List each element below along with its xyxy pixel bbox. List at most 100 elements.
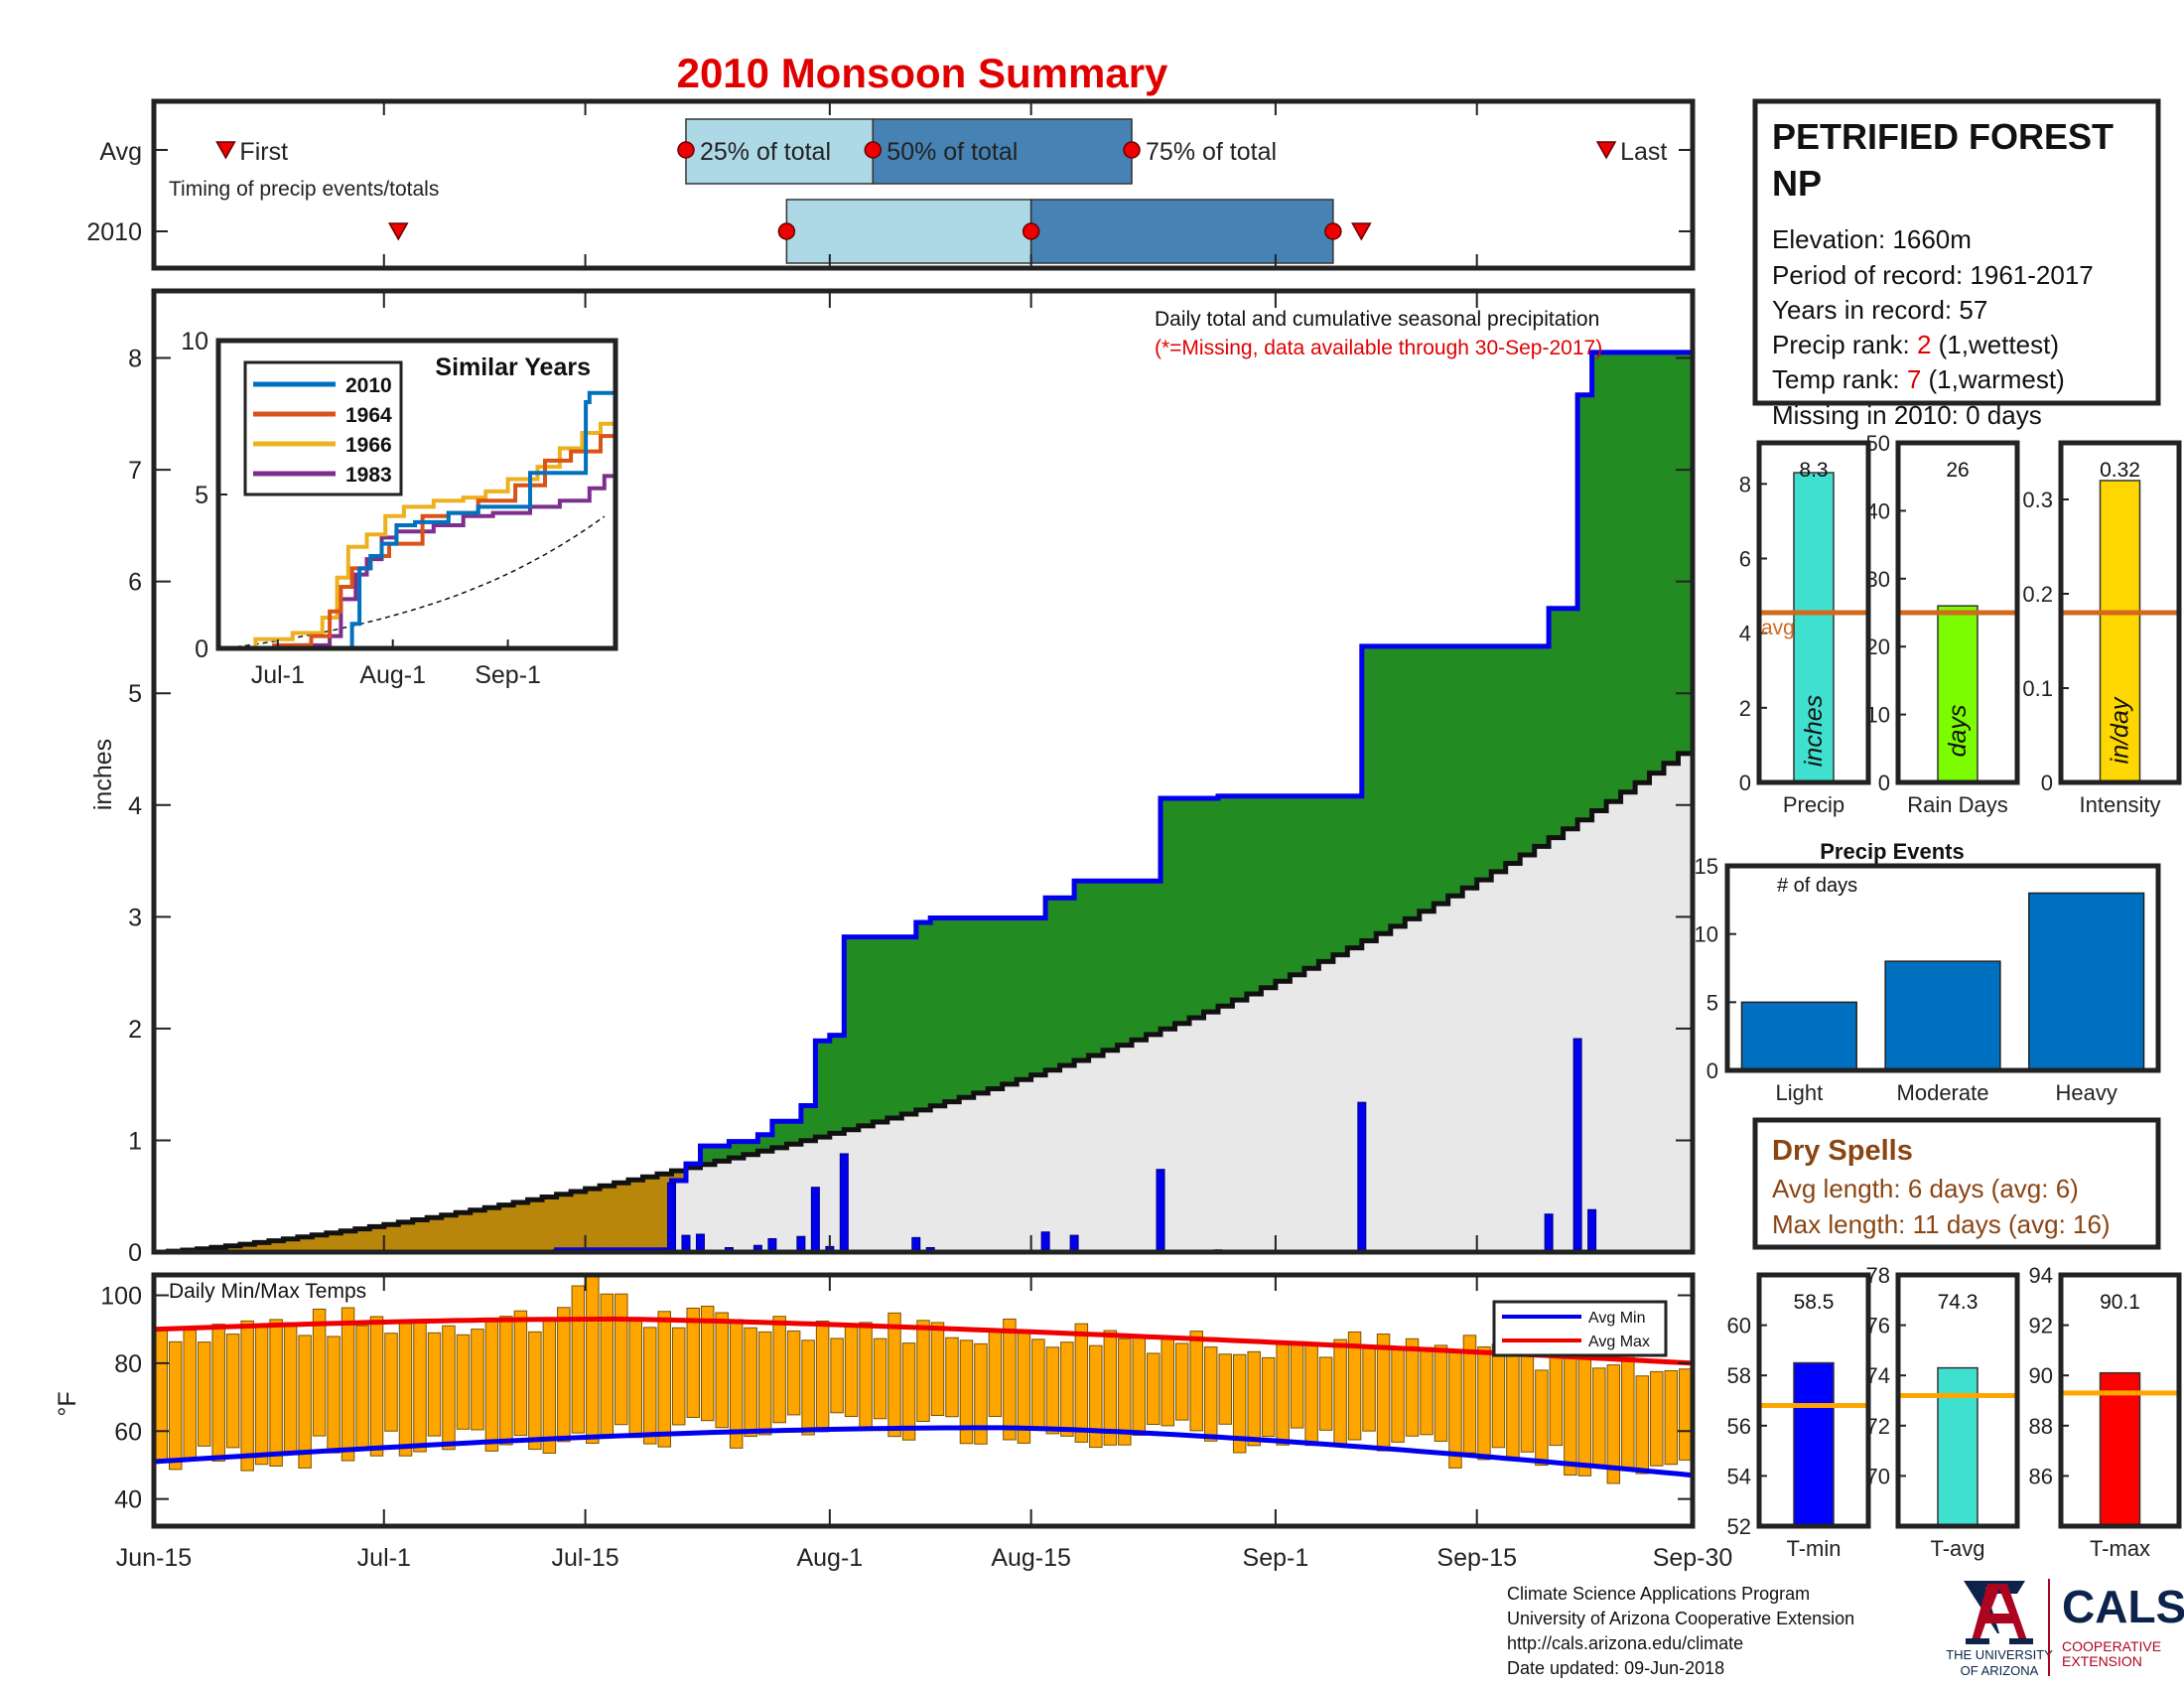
bar_intensity-label: Intensity <box>2080 792 2161 817</box>
timing-p25-marker <box>777 222 796 240</box>
temp-day-bar <box>844 1326 859 1418</box>
temp-day-bar <box>1506 1352 1520 1462</box>
deficit-area <box>671 1171 687 1181</box>
bar_raindays-y-tick-label: 0 <box>1878 771 1890 795</box>
bar_tmin-bar <box>1793 1361 1835 1527</box>
daily-precip-bar <box>681 1234 691 1253</box>
timing-last-marker <box>1351 222 1372 241</box>
small-chart-bar_intensity: 0 0.1 0.2 0.3 0.32 Intensity in/day <box>2022 440 2182 817</box>
timing-box-50-75 <box>1029 199 1334 264</box>
inset-x-tick-label: Aug-1 <box>359 661 426 689</box>
ua-logo-serif-right <box>2009 1638 2033 1644</box>
temp-day-bar <box>269 1319 283 1467</box>
temp-day-bar <box>600 1293 614 1438</box>
temp-day-bar <box>830 1337 844 1414</box>
surplus-area <box>1174 798 1190 1024</box>
temps-legend: Avg Min Avg Max <box>1492 1300 1668 1357</box>
timing-ticks <box>153 101 1694 268</box>
similar-years-inset: 0 5 10 Jul-1 Aug-1 Sep-1 Similar Years 2010 19… <box>181 328 618 689</box>
deficit-area <box>369 1226 385 1252</box>
events-ylabel: # of days <box>1777 875 1857 897</box>
deficit-area <box>312 1234 328 1252</box>
surplus-area <box>1462 645 1478 889</box>
surplus-area <box>1635 352 1651 783</box>
bar_tmax-frame <box>2058 1272 2182 1529</box>
temp-day-bar <box>1664 1369 1679 1466</box>
inset-legend-label-1983: 1983 <box>345 464 392 487</box>
temp-avg-max-line <box>153 1316 1694 1366</box>
temps-ylabel: °F <box>54 1391 81 1416</box>
temp-day-bar <box>1203 1346 1218 1442</box>
temp-day-bar <box>1448 1351 1462 1469</box>
inset-y-tick-label: 0 <box>195 635 208 663</box>
university-of-arizona-logo: THE UNIVERSITY OF ARIZONA <box>1946 1581 2053 1678</box>
temp-day-bar <box>772 1316 786 1424</box>
bar_precip-label: Precip <box>1783 792 1844 817</box>
surplus-area <box>829 1035 845 1134</box>
main-y-tick-label: 5 <box>128 680 142 708</box>
temp-day-bar <box>1362 1346 1376 1432</box>
small-chart-bar_tmin: 52 54 56 58 60 58.5 T-min <box>1727 1272 1871 1561</box>
temp-day-bar <box>1003 1318 1017 1441</box>
main-y-tick-label: 8 <box>128 346 142 373</box>
temp-bars <box>154 1276 1693 1484</box>
dry-avg: Avg length: 6 days (avg: 6) <box>1772 1174 2079 1203</box>
events-bars <box>1740 892 2145 1071</box>
deficit-area <box>412 1219 428 1252</box>
deficit-area <box>456 1212 472 1252</box>
bar_intensity-frame <box>2058 440 2182 785</box>
bar_tmin-y-tick-label: 56 <box>1727 1414 1751 1439</box>
station-name-line2: NP <box>1772 163 1822 204</box>
station-period: Period of record: 1961-2017 <box>1772 260 2094 290</box>
dry-max: Max length: 11 days (avg: 16) <box>1772 1209 2111 1239</box>
timing-last-label: Last <box>1620 138 1667 166</box>
surplus-area <box>1664 352 1680 764</box>
temp-day-bar <box>283 1322 298 1455</box>
temp-day-bar <box>1564 1350 1577 1477</box>
surplus-area <box>1505 645 1521 864</box>
bar_tmax-y-tick-label: 94 <box>2029 1263 2053 1288</box>
temp-day-bar <box>1218 1353 1232 1425</box>
main-precip-panel: 0 1 2 3 4 5 6 7 8 inches Daily total and cumulat… <box>89 288 1696 1267</box>
inset-legend-label-2010: 2010 <box>345 374 392 397</box>
bar_tavg-y-tick-label: 74 <box>1866 1363 1890 1388</box>
surplus-area <box>1002 917 1018 1084</box>
deficit-area <box>498 1204 514 1252</box>
deficit-area <box>614 1183 629 1250</box>
inset-y-tick-label: 5 <box>195 482 208 509</box>
cals-coop-line2: EXTENSION <box>2062 1653 2142 1669</box>
surplus-area <box>1433 645 1449 905</box>
surplus-area <box>1606 352 1622 802</box>
surplus-area <box>1103 881 1119 1051</box>
footer-line4: Date updated: 09-Jun-2018 <box>1507 1658 1724 1678</box>
temp-day-bar <box>859 1322 873 1431</box>
timing-box-25-50 <box>685 118 875 185</box>
temp-day-bar <box>1491 1343 1506 1449</box>
temp-day-bar <box>1160 1337 1175 1427</box>
temp-day-bar <box>442 1325 456 1451</box>
bar_intensity-y-tick-label: 0.1 <box>2022 676 2053 701</box>
temp-day-bar <box>1189 1331 1203 1432</box>
small-chart-bar_tmax: 86 88 90 92 94 90.1 T-max <box>2029 1263 2182 1561</box>
deficit-area <box>628 1180 644 1250</box>
temp-day-bar <box>657 1311 671 1448</box>
events-category-label: Light <box>1775 1080 1823 1105</box>
temp-day-bar <box>916 1320 930 1423</box>
temp-day-bar <box>628 1320 643 1439</box>
surplus-area <box>1188 798 1205 1018</box>
bar_tmax-y-tick-label: 90 <box>2029 1363 2053 1388</box>
surplus-area <box>915 921 931 1110</box>
bar_tmax-bar <box>2099 1371 2141 1527</box>
temp-day-bar <box>398 1323 413 1457</box>
deficit-area <box>571 1191 587 1250</box>
surplus-area <box>1290 795 1305 975</box>
timing-boxes <box>685 118 1334 264</box>
surplus-area <box>1405 645 1421 919</box>
events-y-tick-label: 5 <box>1706 990 1718 1015</box>
temp-day-bar <box>168 1340 183 1471</box>
temp-y-ticks: 40 60 80 100 <box>100 1283 1693 1514</box>
timing-subtitle: Timing of precip events/totals <box>169 178 439 201</box>
temp-day-bar <box>355 1325 369 1449</box>
inset-series-1964 <box>218 429 617 650</box>
